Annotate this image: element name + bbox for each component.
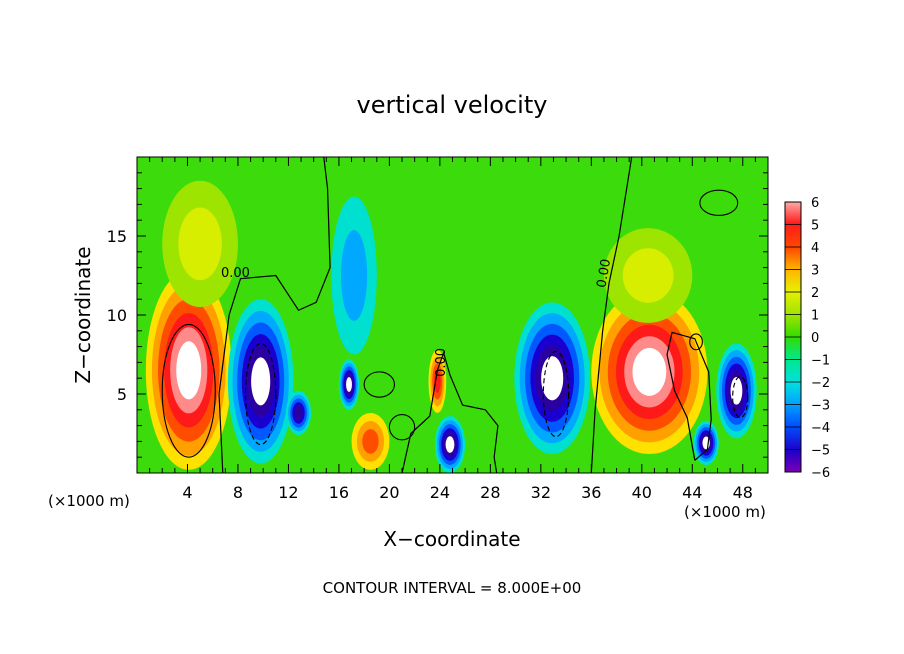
x-tick-label: 40 [632, 483, 652, 502]
x-tick-label: 4 [182, 483, 192, 502]
colorbar-tick-label: −2 [811, 376, 830, 391]
colorbar: 6 5 4 3 2 1 0 −1 −2 −3 −4 −5 −6 [784, 196, 830, 481]
velocity-band [632, 347, 667, 396]
colorbar-tick-label: 0 [811, 331, 819, 346]
x-tick-label: 24 [430, 483, 450, 502]
y-axis-ticks: 5 10 15 [107, 172, 768, 458]
x-tick-label: 12 [278, 483, 298, 502]
velocity-band [176, 341, 202, 400]
x-tick-label: 28 [480, 483, 500, 502]
velocity-band [346, 377, 352, 392]
contour-value-label: 0.00 [434, 348, 449, 377]
contour-loop [388, 413, 416, 441]
x-tick-label: 16 [329, 483, 349, 502]
x-tick-label: 20 [379, 483, 399, 502]
contour-loop [732, 376, 749, 419]
x-axis-ticks: 4 8 12 16 20 24 28 32 36 40 44 48 [149, 157, 756, 502]
contour-line [666, 331, 712, 461]
colorbar-ticks: 6 5 4 3 2 1 0 −1 −2 −3 −4 −5 −6 [785, 196, 830, 481]
chart-title: vertical velocity [357, 91, 548, 119]
x-tick-label: 32 [531, 483, 551, 502]
colorbar-tick-label: 5 [811, 219, 819, 234]
velocity-band [294, 405, 303, 421]
y-tick-label: 5 [117, 385, 127, 404]
contour-value-label: 0.00 [594, 258, 614, 289]
x-tick-label: 8 [233, 483, 243, 502]
contour-line [401, 350, 499, 473]
velocity-band [251, 357, 271, 406]
contour-loop [542, 350, 570, 438]
velocity-field [145, 180, 757, 473]
contour-loop [363, 371, 395, 398]
contour-labels: 0.00 0.00 0.00 [221, 258, 614, 377]
colorbar-tick-label: −4 [811, 421, 830, 436]
colorbar-tick-label: 1 [811, 309, 819, 324]
velocity-band [341, 230, 368, 321]
contour-loop [689, 333, 703, 351]
velocity-band [434, 369, 441, 393]
contour-line [590, 157, 633, 473]
contour-interval-note: CONTOUR INTERVAL = 8.000E+00 [323, 579, 582, 597]
y-tick-label: 10 [107, 306, 127, 325]
y-axis-label: Z−coordinate [71, 246, 95, 383]
colorbar-tick-label: −3 [811, 399, 830, 414]
velocity-band [178, 207, 222, 281]
contour-line [218, 157, 331, 473]
velocity-band [541, 356, 564, 401]
x-tick-label: 44 [682, 483, 702, 502]
velocity-band [362, 429, 379, 454]
colorbar-tick-label: −5 [811, 444, 830, 459]
velocity-band [445, 436, 455, 453]
contour-loop [161, 323, 216, 458]
plot-area: 0.00 0.00 0.00 [136, 156, 769, 474]
x-tick-label: 36 [581, 483, 601, 502]
contour-loop [244, 342, 277, 446]
x-unit-left: (×1000 m) [48, 492, 130, 510]
colorbar-tick-label: 4 [811, 241, 819, 256]
x-axis-label: X−coordinate [383, 527, 520, 551]
colorbar-tick-label: 3 [811, 264, 819, 279]
colorbar-tick-label: 2 [811, 286, 819, 301]
velocity-band [622, 248, 674, 303]
colorbar-tick-label: −6 [811, 466, 830, 481]
colorbar-tick-label: 6 [811, 196, 819, 211]
velocity-band [730, 377, 743, 405]
x-unit-right: (×1000 m) [684, 503, 766, 521]
contour-lines [161, 157, 749, 473]
contour-loop [699, 189, 739, 217]
y-tick-label: 15 [107, 227, 127, 246]
colorbar-tick-label: −1 [811, 354, 830, 369]
x-tick-label: 48 [733, 483, 753, 502]
contour-value-label: 0.00 [221, 266, 250, 281]
